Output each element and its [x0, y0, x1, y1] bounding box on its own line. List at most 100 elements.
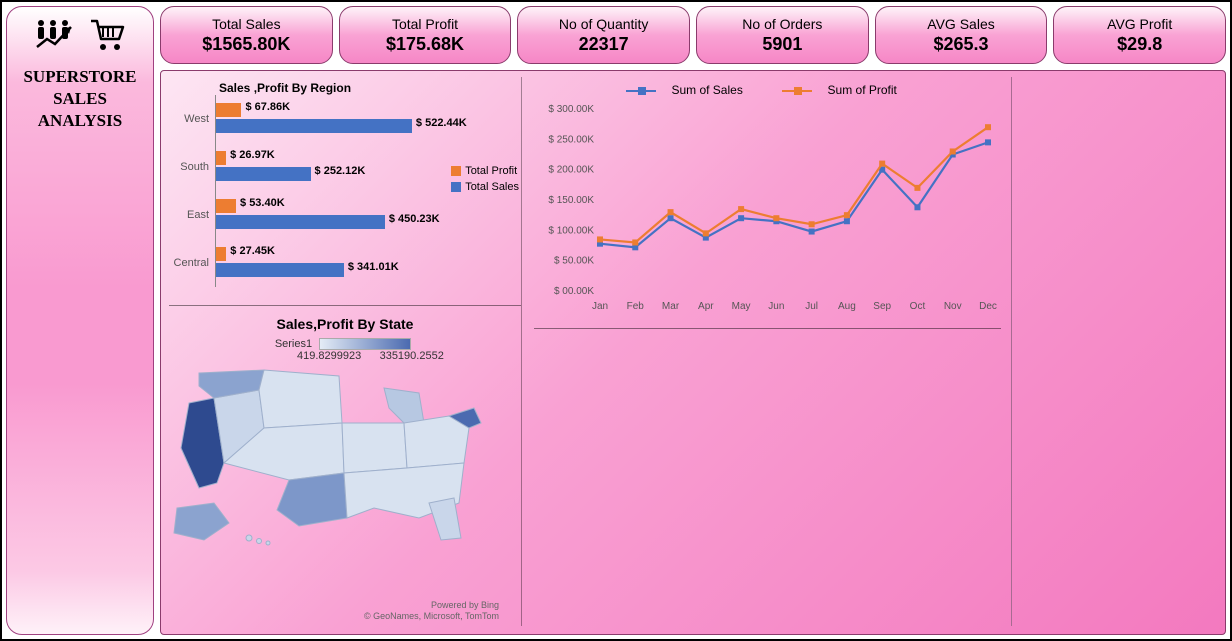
bar-track: $ 53.40K $ 450.23K [215, 191, 519, 239]
right-column [1011, 77, 1217, 626]
sidebar-title-line: ANALYSIS [23, 110, 136, 132]
kpi-avg-sales: AVG Sales $265.3 [875, 6, 1048, 64]
bar-row: East $ 53.40K $ 450.23K [171, 191, 519, 239]
svg-text:$ 300.00K: $ 300.00K [548, 104, 594, 115]
state-chart-legend: Series1 419.8299923 335190.2552 [169, 338, 521, 362]
bar-category: South [171, 161, 215, 173]
bar-profit-label: $ 27.45K [230, 245, 275, 257]
divider [169, 305, 521, 306]
bar-sales [216, 119, 412, 133]
series-label: Series1 [275, 338, 312, 350]
chart-panels: Sales ,Profit By Region West $ 67.86K $ 52… [160, 70, 1226, 635]
kpi-label: No of Quantity [559, 16, 649, 32]
svg-text:Dec: Dec [979, 301, 997, 312]
svg-text:Apr: Apr [698, 301, 714, 312]
bar-sales-label: $ 341.01K [348, 261, 399, 273]
sidebar-title-line: SUPERSTORE [23, 66, 136, 88]
legend-item-profit: Total Profit [451, 165, 519, 177]
bar-profit [216, 103, 241, 117]
kpi-label: AVG Sales [927, 16, 994, 32]
kpi-quantity: No of Quantity 22317 [517, 6, 690, 64]
sidebar-title-line: SALES [23, 88, 136, 110]
line-chart: $ 00.00K$ 50.00K$ 100.00K$ 150.00K$ 200.… [538, 99, 998, 319]
svg-text:Mar: Mar [662, 301, 680, 312]
svg-text:Jan: Jan [592, 301, 608, 312]
kpi-total-profit: Total Profit $175.68K [339, 6, 512, 64]
bar-sales-label: $ 450.23K [389, 213, 440, 225]
us-map-svg [169, 368, 489, 548]
legend-max: 335190.2552 [380, 350, 444, 362]
us-map: Powered by Bing © GeoNames, Microsoft, T… [169, 362, 521, 626]
kpi-value: $265.3 [933, 34, 988, 55]
region-chart-title: Sales ,Profit By Region [219, 81, 519, 95]
svg-text:$ 250.00K: $ 250.00K [548, 134, 594, 145]
bar-row: West $ 67.86K $ 522.44K [171, 95, 519, 143]
svg-text:Jul: Jul [805, 301, 818, 312]
bar-profit-label: $ 67.86K [245, 101, 290, 113]
kpi-value: $175.68K [386, 34, 464, 55]
kpi-label: No of Orders [742, 16, 822, 32]
bar-profit-label: $ 26.97K [230, 149, 275, 161]
dashboard-root: SUPERSTORE SALES ANALYSIS Total Sales $1… [2, 2, 1230, 639]
bar-track: $ 67.86K $ 522.44K [215, 95, 519, 143]
kpi-value: $29.8 [1117, 34, 1162, 55]
kpi-value: $1565.80K [202, 34, 290, 55]
svg-text:Feb: Feb [627, 301, 645, 312]
bar-sales [216, 215, 385, 229]
bar-profit [216, 199, 236, 213]
svg-text:Oct: Oct [910, 301, 926, 312]
cart-icon [89, 17, 127, 58]
bar-profit-label: $ 53.40K [240, 197, 285, 209]
sidebar: SUPERSTORE SALES ANALYSIS [6, 6, 154, 635]
middle-column: Sum of Sales Sum of Profit $ 00.00K $ 50.… [521, 77, 1001, 626]
region-bar-chart: Sales ,Profit By Region West $ 67.86K $ 52… [169, 77, 521, 299]
gradient-bar [319, 338, 411, 350]
legend-label: Sum of Profit [828, 83, 897, 97]
sidebar-title: SUPERSTORE SALES ANALYSIS [23, 66, 136, 132]
kpi-value: 5901 [762, 34, 802, 55]
map-attribution: Powered by Bing © GeoNames, Microsoft, T… [364, 600, 499, 622]
bar-sales-label: $ 252.12K [315, 165, 366, 177]
bar-sales [216, 263, 344, 277]
main-area: Total Sales $1565.80K Total Profit $175.… [160, 6, 1226, 635]
bar-sales [216, 167, 311, 181]
bar-track: $ 27.45K $ 341.01K [215, 239, 519, 287]
legend-item-sales: Total Sales [451, 181, 519, 193]
legend-label: Sum of Sales [671, 83, 742, 97]
legend-swatch-profit [451, 166, 461, 176]
svg-text:$ 00.00K: $ 00.00K [554, 286, 594, 297]
state-chart-title: Sales,Profit By State [169, 316, 521, 332]
legend-label: Total Profit [465, 165, 517, 177]
kpi-value: 22317 [579, 34, 629, 55]
bar-profit [216, 247, 226, 261]
region-chart-legend: Total Profit Total Sales [451, 165, 519, 197]
bar-category: Central [171, 257, 215, 269]
left-column: Sales ,Profit By Region West $ 67.86K $ 52… [169, 77, 521, 626]
legend-label: Total Sales [465, 181, 519, 193]
legend-min: 419.8299923 [297, 350, 361, 362]
legend-item-sales: Sum of Sales [626, 83, 758, 97]
svg-text:$ 200.00K: $ 200.00K [548, 165, 594, 176]
kpi-row: Total Sales $1565.80K Total Profit $175.… [160, 6, 1226, 64]
sidebar-icon-row [33, 17, 127, 58]
legend-item-profit: Sum of Profit [782, 83, 909, 97]
svg-text:May: May [732, 301, 751, 312]
people-trend-icon [33, 17, 75, 58]
kpi-avg-profit: AVG Profit $29.8 [1053, 6, 1226, 64]
svg-text:$ 100.00K: $ 100.00K [548, 225, 594, 236]
map-attr-line: Powered by Bing [364, 600, 499, 611]
kpi-label: AVG Profit [1107, 16, 1172, 32]
bar-category: West [171, 113, 215, 125]
bar-category: East [171, 209, 215, 221]
line-chart-legend: Sum of Sales Sum of Profit [534, 77, 1001, 97]
bar-sales-label: $ 522.44K [416, 117, 467, 129]
svg-text:Aug: Aug [838, 301, 856, 312]
bar-row: Central $ 27.45K $ 341.01K [171, 239, 519, 287]
svg-text:Nov: Nov [944, 301, 962, 312]
divider [534, 328, 1001, 329]
kpi-label: Total Sales [212, 16, 280, 32]
svg-text:Jun: Jun [768, 301, 784, 312]
kpi-label: Total Profit [392, 16, 458, 32]
svg-text:$ 50.00K: $ 50.00K [554, 256, 594, 267]
legend-swatch-sales [451, 182, 461, 192]
